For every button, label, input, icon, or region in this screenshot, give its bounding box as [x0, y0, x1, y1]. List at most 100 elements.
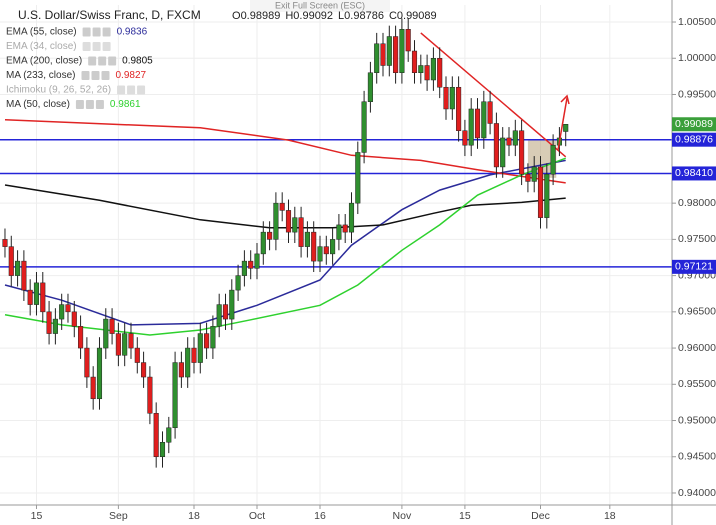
indicator-icon	[127, 85, 136, 95]
x-tick-label: 18	[604, 510, 616, 522]
ohlc-value: 0.99092	[293, 10, 333, 22]
candle-body	[481, 101, 487, 139]
candle-body	[418, 65, 424, 73]
candle-body	[304, 231, 310, 247]
x-tick-label: Sep	[109, 510, 128, 522]
candle-body	[197, 333, 203, 363]
indicator-icon	[91, 71, 100, 80]
arrow-head	[560, 94, 570, 105]
candle-body	[248, 260, 254, 269]
indicator-name: EMA (200, close)	[6, 56, 82, 67]
candle-body	[355, 152, 361, 204]
plot	[0, 18, 672, 468]
candle-body	[386, 36, 392, 66]
candle-body	[90, 376, 96, 400]
indicator-icon	[102, 42, 111, 51]
candle-body	[512, 130, 518, 146]
candle-body	[96, 347, 103, 400]
candle-body	[71, 311, 77, 327]
ohlc-letter: O	[232, 10, 241, 22]
indicator-icon	[85, 100, 94, 109]
arrow-shaft	[557, 97, 568, 151]
y-tick-label: 0.98000	[678, 197, 716, 209]
candle-body	[462, 130, 468, 146]
candle-body	[506, 137, 512, 146]
candle-body	[122, 333, 128, 356]
candle-body	[544, 173, 550, 218]
y-tick-label: 1.00500	[678, 16, 716, 28]
indicator-name: EMA (34, close)	[6, 41, 77, 52]
level-label: 0.98410	[675, 167, 713, 179]
indicator-icon	[101, 71, 110, 80]
indicator-value: 0.9805	[122, 56, 153, 67]
candle-body	[519, 130, 525, 175]
candle-body	[260, 231, 266, 255]
candle-body	[229, 289, 235, 320]
indicator-icon	[75, 100, 84, 109]
indicator-icon	[82, 27, 91, 37]
ohlc-value: 0.99089	[397, 10, 437, 22]
level-label: 0.97121	[675, 261, 713, 273]
indicator-icon	[137, 85, 146, 95]
candle-body	[59, 304, 65, 320]
candle-body	[317, 246, 323, 262]
candle-body	[285, 210, 292, 233]
candle-body	[563, 124, 569, 132]
y-tick-label: 0.96000	[678, 342, 716, 354]
candle-body	[411, 50, 418, 73]
candle-body	[254, 253, 260, 269]
candle-body	[367, 72, 373, 102]
candle-body	[537, 166, 544, 218]
candle-body	[178, 362, 184, 378]
candle-body	[267, 231, 273, 240]
indicator-line	[4, 119, 566, 184]
y-tick-label: 0.97500	[678, 233, 716, 245]
candle-body	[449, 86, 455, 110]
candle-body	[222, 304, 229, 320]
candle-body	[21, 260, 27, 291]
candle-body	[235, 275, 241, 291]
candle-body	[40, 282, 46, 313]
candle-body	[279, 202, 285, 211]
indicator-line	[4, 157, 566, 336]
y-tick-label: 0.95500	[678, 378, 716, 390]
candle-body	[172, 362, 178, 429]
candle-body	[166, 427, 172, 443]
candle-body	[27, 289, 33, 305]
candle-body	[493, 123, 499, 168]
candle-body	[153, 413, 159, 457]
indicator-name: Ichimoku (9, 26, 52, 26)	[6, 85, 111, 96]
y-tick-label: 1.00000	[678, 52, 716, 64]
level-label: 0.98876	[675, 133, 713, 145]
ohlc-letter: H	[285, 10, 293, 22]
candle-body	[405, 29, 411, 52]
candle-body	[298, 217, 304, 247]
indicator-icon	[102, 27, 111, 37]
x-tick-label: Nov	[393, 510, 412, 522]
candle-body	[361, 101, 367, 153]
candle-body	[128, 333, 134, 349]
indicator-value: 0.9827	[115, 70, 146, 81]
candle-body	[336, 224, 342, 240]
candle-body	[52, 318, 58, 334]
candle-body	[399, 29, 405, 73]
indicator-icon	[82, 42, 91, 51]
indicator-name: EMA (55, close)	[6, 27, 77, 38]
candle-body	[531, 166, 537, 182]
candle-body	[292, 217, 298, 233]
candle-body	[273, 202, 279, 240]
candle-body	[84, 347, 90, 378]
indicator-value: 0.9861	[110, 99, 141, 110]
level-label-bg	[672, 166, 716, 181]
indicator-value: 0.9836	[117, 27, 148, 38]
indicator-icon	[108, 56, 117, 66]
candle-body	[311, 231, 317, 262]
ohlc: O0.98989 H0.99092 L0.98786 C0.99089	[232, 10, 437, 22]
y-tick-label: 0.94000	[678, 487, 716, 499]
indicator-icon	[95, 100, 104, 109]
x-tick-label: 15	[459, 510, 471, 522]
y-tick-label: 0.94500	[678, 451, 716, 463]
candle-body	[141, 362, 147, 378]
candle-body	[443, 86, 449, 110]
